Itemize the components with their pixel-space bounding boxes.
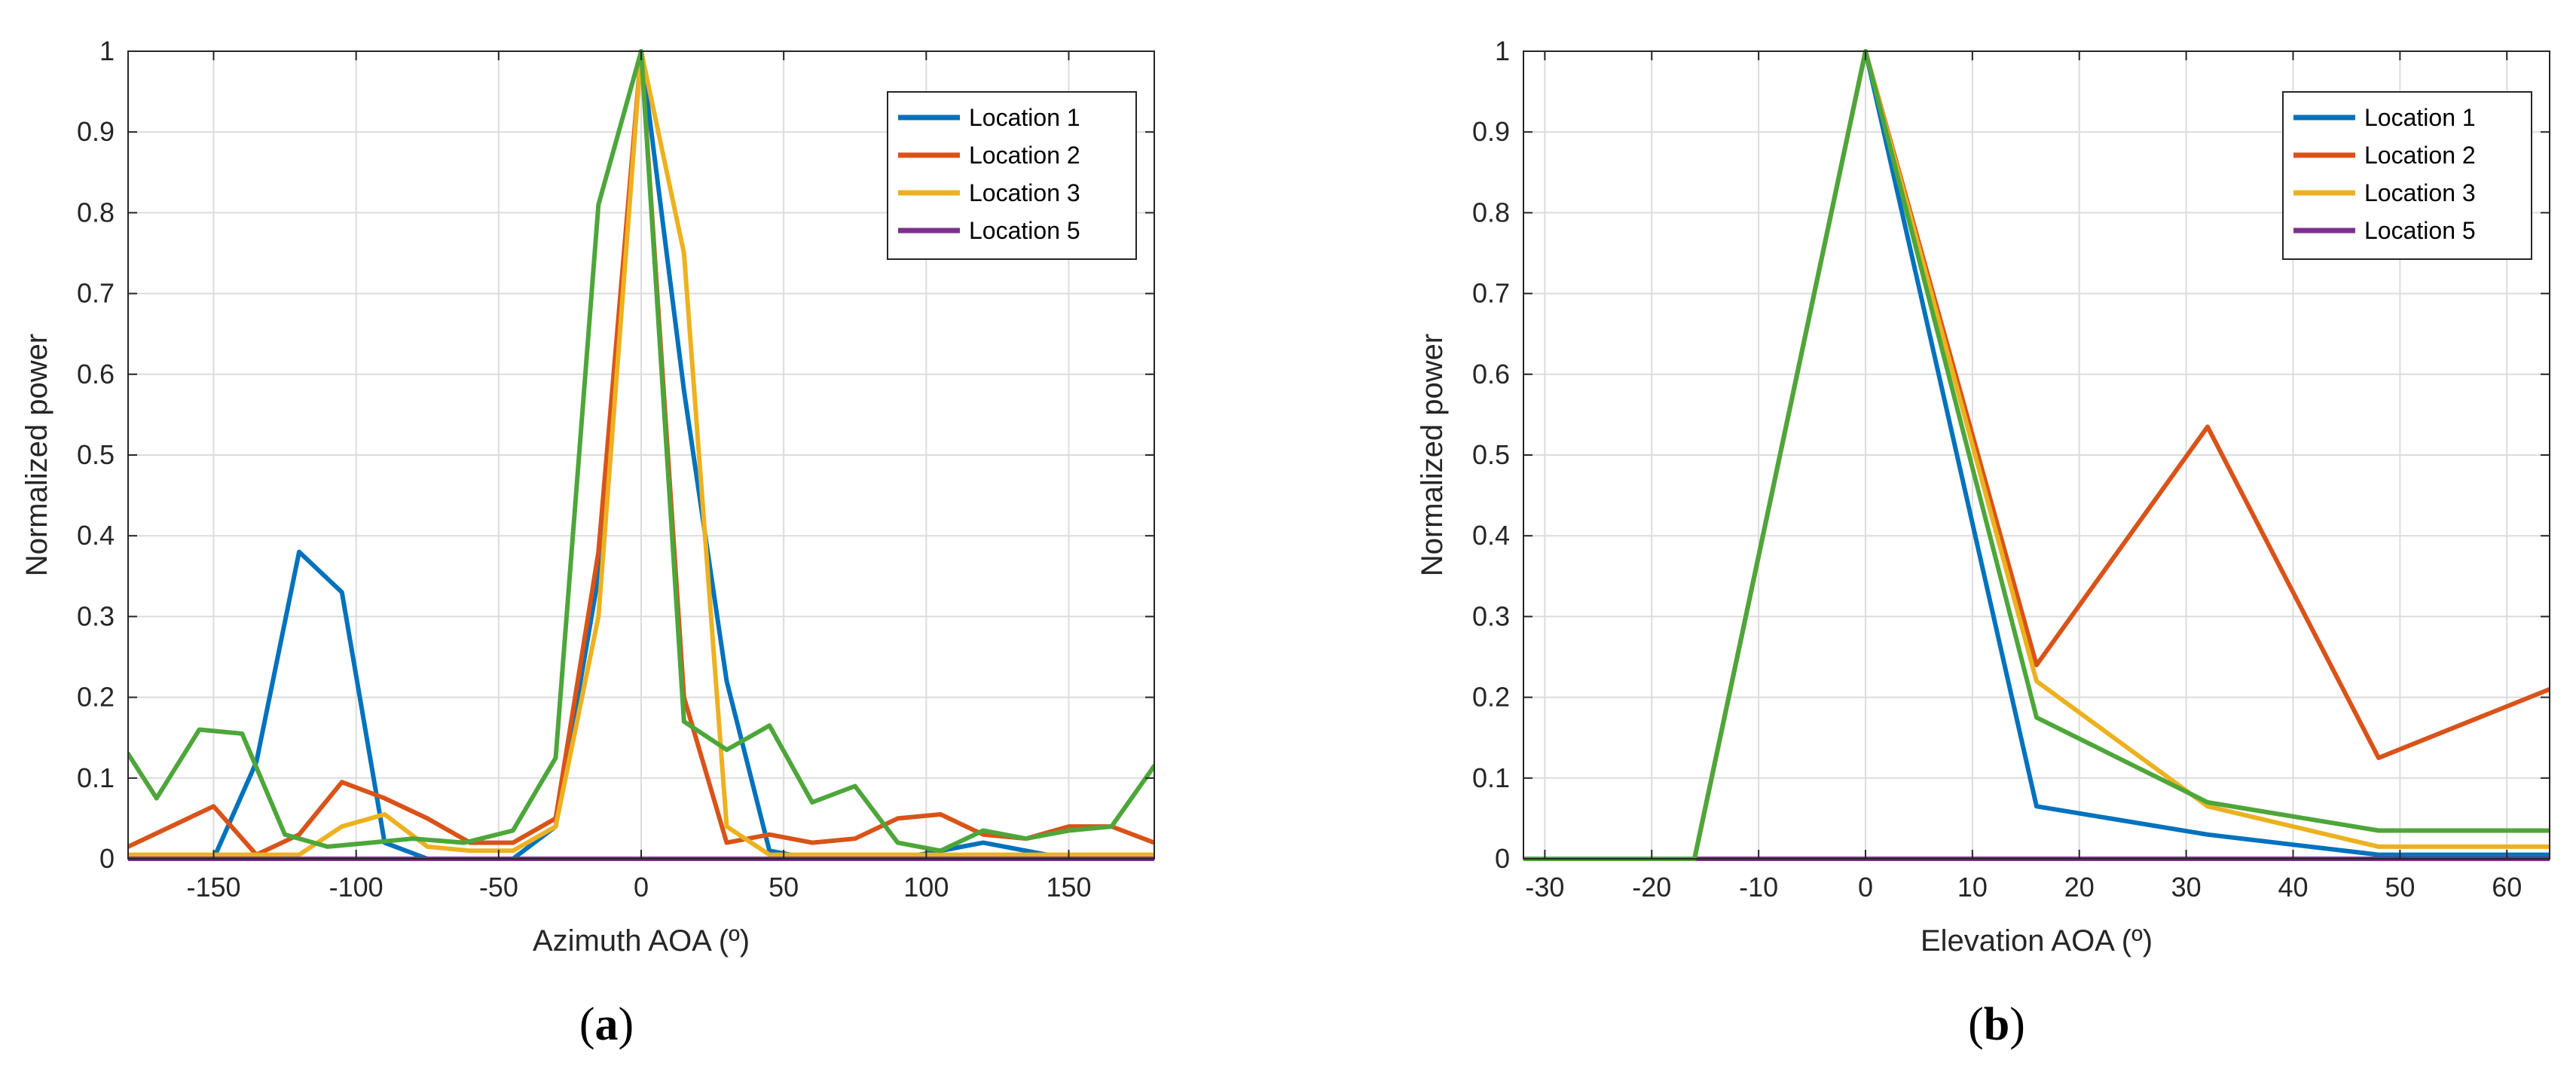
- panel-label: (a): [579, 999, 634, 1050]
- y-tick-label: 0.7: [1472, 278, 1510, 309]
- y-tick-label: 0: [1495, 843, 1510, 874]
- legend-entry: Location 1: [2364, 104, 2476, 131]
- y-tick-label: 0.1: [1472, 762, 1510, 793]
- y-tick-label: 0.3: [1472, 600, 1510, 631]
- x-tick-label: -10: [1739, 872, 1778, 903]
- legend: Location 1 Location 2 Location 3 Location 5: [887, 91, 1137, 260]
- x-tick-label: 150: [1046, 872, 1091, 903]
- y-axis-label: Normalized power: [1416, 334, 1449, 576]
- y-tick-label: 1: [1495, 35, 1510, 66]
- legend-entry: Location 5: [969, 217, 1080, 244]
- y-axis-label: Normalized power: [20, 334, 53, 576]
- legend-entry: Location 5: [2364, 217, 2476, 244]
- x-tick-label: 20: [2064, 872, 2095, 903]
- y-tick-label: 0.3: [77, 600, 115, 631]
- x-tick-label: -50: [479, 872, 518, 903]
- y-tick-label: 0.4: [77, 520, 115, 551]
- legend-entry: Location 2: [969, 142, 1080, 169]
- x-tick-label: -100: [329, 872, 383, 903]
- x-axis-label: Elevation AOA (º): [1921, 924, 2153, 958]
- chart-a: -150 -100 -50 0 50 100 150 0 0.1 0.2 0.3 0.4 0.5 0.6 0…: [20, 35, 1155, 1050]
- y-tick-label: 0.9: [77, 116, 115, 147]
- y-tick-label: 0.9: [1472, 116, 1510, 147]
- y-tick-label: 0.6: [77, 359, 115, 389]
- x-tick-label: 40: [2278, 872, 2308, 903]
- y-tick-label: 0.5: [77, 439, 115, 470]
- x-axis-label: Azimuth AOA (º): [533, 924, 750, 958]
- x-tick-label: -150: [186, 872, 240, 903]
- x-tick-label: 0: [634, 872, 649, 903]
- legend-entry: Location 3: [969, 179, 1080, 206]
- y-tick-label: 0.5: [1472, 439, 1510, 470]
- x-tick-label: 50: [2385, 872, 2415, 903]
- panel-label: (b): [1968, 999, 2025, 1050]
- y-tick-label: 0.8: [1472, 197, 1510, 228]
- chart-b: -30 -20 -10 0 10 20 30 40 50 60 0 0.1 0.2 0.3 0.4 0.5 0.…: [1416, 35, 2550, 1050]
- x-tick-label: -30: [1525, 872, 1564, 903]
- y-tick-label: 0.6: [1472, 359, 1510, 389]
- y-tick-label: 1: [99, 35, 115, 66]
- x-tick-label: 10: [1957, 872, 1988, 903]
- x-tick-label: 100: [903, 872, 949, 903]
- x-tick-label: 50: [769, 872, 799, 903]
- legend-entry: Location 1: [969, 104, 1080, 131]
- x-tick-label: 60: [2492, 872, 2522, 903]
- y-tick-label: 0.8: [77, 197, 115, 228]
- y-tick-label: 0.2: [1472, 682, 1510, 713]
- legend: Location 1 Location 2 Location 3 Location 5: [2282, 91, 2532, 260]
- legend-entry: Location 2: [2364, 142, 2476, 169]
- x-tick-label: -20: [1632, 872, 1671, 903]
- x-tick-label: 30: [2171, 872, 2202, 903]
- legend-entry: Location 3: [2364, 179, 2476, 206]
- y-tick-label: 0: [99, 843, 115, 874]
- y-tick-label: 0.1: [77, 762, 115, 793]
- y-tick-label: 0.2: [77, 682, 115, 713]
- x-tick-label: 0: [1858, 872, 1873, 903]
- y-tick-label: 0.4: [1472, 520, 1510, 551]
- y-tick-label: 0.7: [77, 278, 115, 309]
